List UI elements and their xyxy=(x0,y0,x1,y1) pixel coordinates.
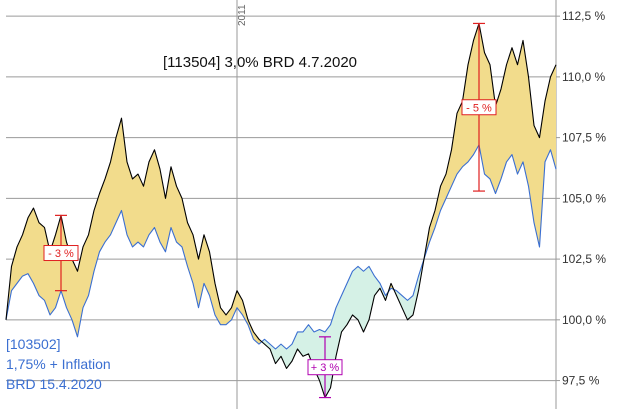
chart-title: [113504] 3,0% BRD 4.7.2020 xyxy=(163,54,357,71)
fill-segment-9 xyxy=(55,215,61,308)
gridlines xyxy=(6,0,560,409)
fill-segment-26 xyxy=(149,149,155,235)
annotation-label-2: - 5 % xyxy=(466,102,492,114)
y-axis-ticks: 97,5 % 100,0 % 102,5 % 105,0 % 107,5 % 110,0 … xyxy=(562,9,606,387)
fill-segment-27 xyxy=(154,149,160,243)
annotation-box-2 xyxy=(461,99,497,116)
fill-segment-92 xyxy=(512,47,518,175)
fill-segment-12 xyxy=(72,259,78,337)
fill-segment-85 xyxy=(473,23,479,155)
fill-segment-64 xyxy=(358,266,364,332)
fill-segment-98 xyxy=(545,76,551,162)
fill-segment-10 xyxy=(61,215,67,308)
fill-segment-61 xyxy=(341,283,347,332)
fill-segment-82 xyxy=(457,101,463,175)
series-line-inflation xyxy=(5,144,557,350)
fill-segment-24 xyxy=(138,174,144,247)
fill-segment-6 xyxy=(39,222,45,301)
fill-segment-96 xyxy=(534,125,540,247)
fill-segment-86 xyxy=(479,23,485,175)
y-tick-label-4: 107,5 % xyxy=(562,131,606,145)
fill-segment-49 xyxy=(275,344,281,364)
fill-segment-83 xyxy=(462,64,468,167)
fill-segment-41 xyxy=(231,290,237,320)
annotation-box-1 xyxy=(307,359,343,376)
fill-segment-1 xyxy=(11,246,17,291)
fill-segment-93 xyxy=(517,40,523,175)
annotation-label-1: + 3 % xyxy=(311,362,340,374)
fill-segment-33 xyxy=(187,222,193,284)
fill-segment-31 xyxy=(176,186,182,247)
fill-segment-63 xyxy=(352,266,358,320)
fill-segment-39 xyxy=(220,307,226,325)
fill-segment-77 xyxy=(429,210,435,243)
fill-segment-11 xyxy=(66,242,72,320)
fill-segment-21 xyxy=(121,118,127,235)
fill-segment-99 xyxy=(550,64,556,170)
fill-segment-72 xyxy=(402,295,408,320)
fill-segment-50 xyxy=(281,344,287,369)
fill-segment-22 xyxy=(127,161,133,247)
fill-segment-52 xyxy=(292,331,298,362)
fill-segment-67 xyxy=(374,276,380,296)
fill-segment-60 xyxy=(336,295,342,357)
annotation-box-0 xyxy=(43,245,79,262)
annotation-label-0: - 3 % xyxy=(48,248,74,260)
y-tick-label-3: 105,0 % xyxy=(562,191,606,205)
fill-segment-2 xyxy=(17,234,23,284)
fill-segment-87 xyxy=(484,52,490,179)
fill-segment-45 xyxy=(253,331,259,345)
fill-segment-74 xyxy=(413,276,419,315)
fill-segment-89 xyxy=(495,89,501,194)
fill-segment-18 xyxy=(105,161,111,243)
y-tick-label-1: 100,0 % xyxy=(562,313,606,327)
y-tick-label-6: 112,5 % xyxy=(562,9,605,23)
fill-segment-25 xyxy=(143,161,149,247)
legend-line-issuer: BRD 15.4.2020 xyxy=(6,376,102,392)
fill-segment-16 xyxy=(94,193,100,272)
fill-segment-65 xyxy=(363,266,369,332)
fill-segment-3 xyxy=(22,217,28,277)
fill-segment-62 xyxy=(347,271,353,325)
y-tick-label-2: 102,5 % xyxy=(562,252,606,266)
annotations: - 3 % + 3 % - 5 % xyxy=(43,22,497,399)
fill-segment-66 xyxy=(369,266,375,320)
fill-segment-14 xyxy=(83,234,89,308)
fill-segment-30 xyxy=(171,166,177,243)
fill-segment-38 xyxy=(215,283,221,325)
fill-segment-47 xyxy=(264,339,270,349)
fill-segment-36 xyxy=(204,234,210,296)
fill-segment-28 xyxy=(160,169,166,252)
fill-segment-73 xyxy=(407,295,413,320)
y-tick-label-5: 110,0 % xyxy=(562,70,605,84)
legend-line-desc: 1,75% + Inflation xyxy=(6,356,111,372)
fill-segment-78 xyxy=(435,186,441,228)
fill-segment-5 xyxy=(33,208,39,296)
year-marker-label: 2011 xyxy=(237,4,248,26)
fill-segment-17 xyxy=(99,178,105,252)
fill-segment-91 xyxy=(506,47,512,162)
fill-segment-20 xyxy=(116,118,122,223)
legend-line-id: [103502] xyxy=(6,336,61,352)
fill-segment-81 xyxy=(451,113,457,187)
legend: [103502] 1,75% + Inflation BRD 15.4.2020 xyxy=(6,336,111,392)
fill-segment-80 xyxy=(446,149,452,199)
difference-fills xyxy=(6,23,556,398)
series-line-nominal xyxy=(5,22,557,399)
fill-segment-90 xyxy=(501,64,507,179)
fill-segment-54 xyxy=(303,324,309,357)
fill-segment-29 xyxy=(165,166,171,252)
fill-segment-32 xyxy=(182,198,188,267)
fill-segment-94 xyxy=(523,40,529,187)
fill-segment-23 xyxy=(132,174,138,247)
fill-segment-19 xyxy=(110,137,116,235)
y-tick-label-0: 97,5 % xyxy=(562,374,600,388)
fill-segment-4 xyxy=(28,208,34,284)
series-lines xyxy=(5,22,557,399)
fill-segment-97 xyxy=(539,101,545,247)
fill-segment-15 xyxy=(88,210,94,296)
